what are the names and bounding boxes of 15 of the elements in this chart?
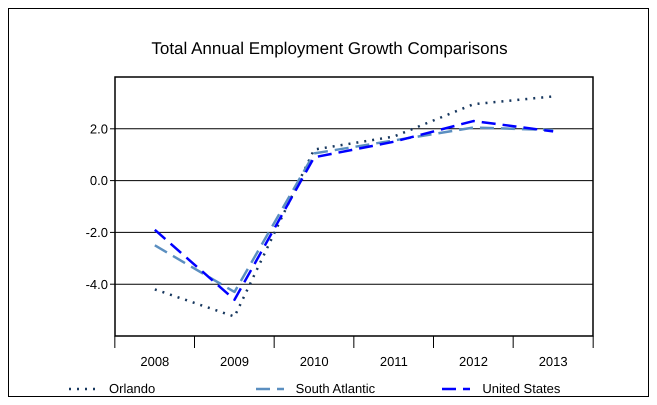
y-tick-label: 2.0 <box>90 121 108 136</box>
x-tick-label: 2009 <box>220 354 249 369</box>
x-tick-label: 2012 <box>459 354 488 369</box>
y-tick-label: 0.0 <box>90 173 108 188</box>
chart-title: Total Annual Employment Growth Comparisons <box>150 39 509 59</box>
line-series <box>154 95 554 318</box>
legend-label: Orlando <box>109 381 156 396</box>
legend-label: United States <box>482 381 560 396</box>
x-tick-label: 2010 <box>300 354 329 369</box>
x-tick-label: 2011 <box>380 354 408 369</box>
y-tick-label: -2.0 <box>86 225 108 240</box>
y-tick-label: -4.0 <box>86 276 108 292</box>
x-tick-label: 2008 <box>140 354 170 369</box>
x-tick-label: 2013 <box>538 354 568 369</box>
legend-label: South Atlantic <box>296 381 376 396</box>
